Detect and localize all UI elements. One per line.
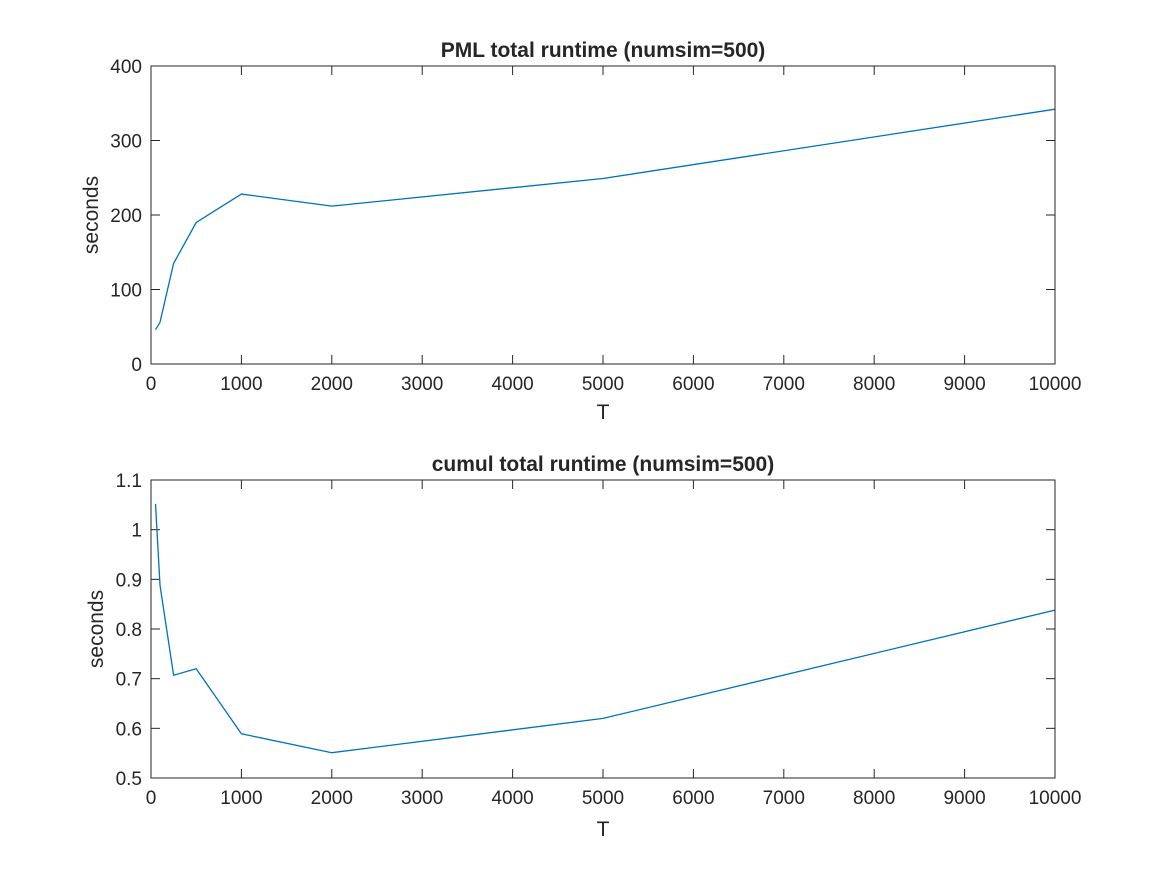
x-tick-labels-top: 0 1000 2000 3000 4000 5000 6000 7000 8000 9000 100… [146, 374, 1082, 395]
x-axis-label-top: T [597, 401, 610, 424]
x-tick-label: 0 [146, 374, 157, 395]
y-tick-label: 0.7 [116, 670, 142, 691]
chart-title-top: PML total runtime (numsim=500) [441, 39, 766, 62]
y-tick-label: 1.1 [116, 471, 142, 492]
x-tick-label: 5000 [582, 788, 624, 809]
x-tick-label: 6000 [672, 374, 714, 395]
y-tick-label: 0.5 [116, 769, 142, 790]
x-tick-label: 5000 [582, 374, 624, 395]
x-tick-label: 6000 [672, 788, 714, 809]
x-tick-label: 7000 [763, 374, 805, 395]
x-tick-label: 0 [146, 788, 157, 809]
chart-title-bottom: cumul total runtime (numsim=500) [432, 453, 774, 476]
y-tick-label: 0.6 [116, 719, 142, 740]
x-tick-label: 9000 [943, 374, 985, 395]
x-tick-label: 1000 [220, 788, 262, 809]
x-tick-label: 2000 [311, 788, 353, 809]
x-tick-label: 9000 [943, 788, 985, 809]
axes-box-bottom [150, 479, 1056, 779]
y-tick-label: 0.8 [116, 620, 142, 641]
y-tick-label: 0 [131, 355, 142, 376]
plot-area-bottom [151, 480, 1055, 778]
x-tick-label: 4000 [491, 374, 533, 395]
x-tick-label: 2000 [311, 374, 353, 395]
y-tick-label: 100 [110, 281, 142, 302]
x-tick-label: 3000 [401, 374, 443, 395]
y-axis-label-bottom: seconds [85, 590, 108, 668]
axes-box-top [150, 65, 1056, 365]
y-axis-label-top: seconds [80, 176, 103, 254]
y-tick-label: 200 [110, 206, 142, 227]
series-line-top [154, 108, 1056, 331]
plot-area-top [151, 66, 1055, 364]
y-tick-label: 300 [110, 132, 142, 153]
y-tick-label: 0.9 [116, 570, 142, 591]
y-tick-labels-bottom: 0.5 0.6 0.7 0.8 0.9 1 1.1 [116, 471, 142, 790]
x-tick-label: 10000 [1029, 374, 1082, 395]
x-tick-label: 8000 [853, 788, 895, 809]
subplot-bottom: 0 1000 2000 3000 4000 5000 6000 7000 8000 9000 100… [85, 453, 1081, 841]
x-tick-label: 1000 [220, 374, 262, 395]
y-tick-label: 400 [110, 57, 142, 78]
x-tick-label: 7000 [763, 788, 805, 809]
x-tick-label: 3000 [401, 788, 443, 809]
x-tick-labels-bottom: 0 1000 2000 3000 4000 5000 6000 7000 8000 9000 100… [146, 788, 1082, 809]
x-tick-label: 4000 [491, 788, 533, 809]
y-tick-labels-top: 0 100 200 300 400 [110, 57, 142, 376]
x-tick-label: 8000 [853, 374, 895, 395]
y-tick-label: 1 [131, 521, 142, 542]
series-line-bottom [154, 503, 1056, 754]
x-axis-label-bottom: T [597, 818, 610, 841]
x-tick-label: 10000 [1029, 788, 1082, 809]
subplot-top: 0 1000 2000 3000 4000 5000 6000 7000 8000 9000 100… [80, 39, 1081, 424]
